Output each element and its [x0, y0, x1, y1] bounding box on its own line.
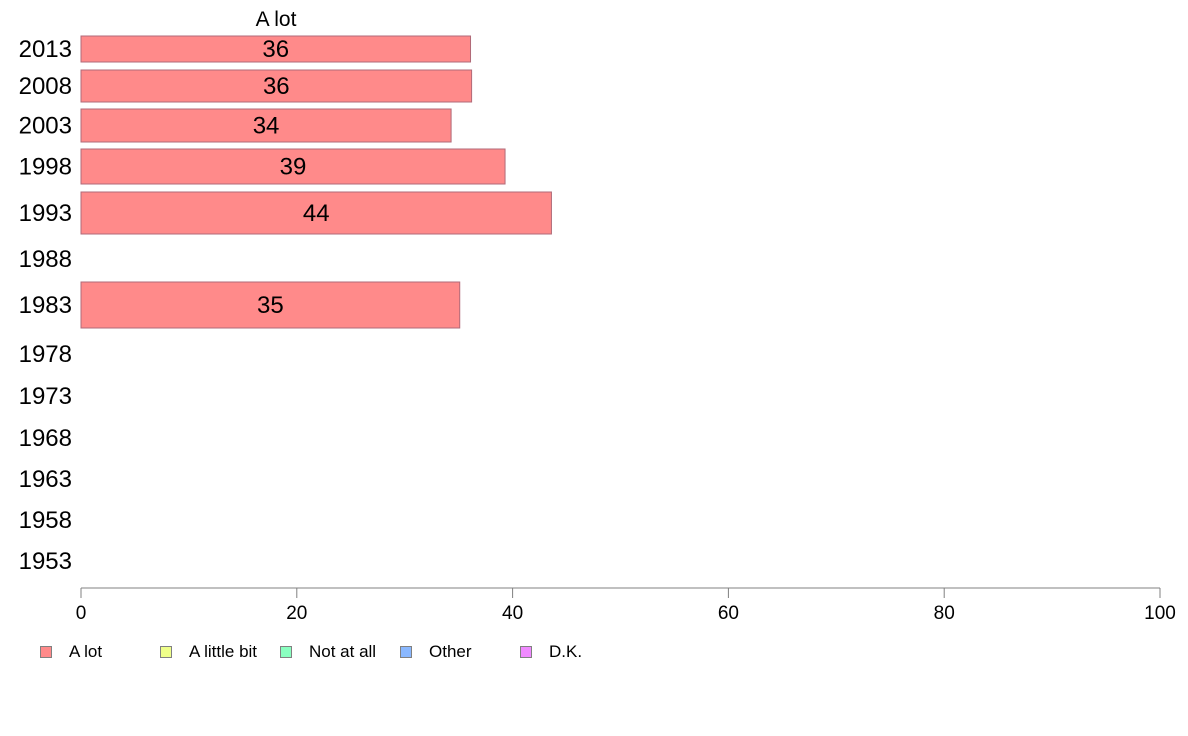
legend-label: Other: [429, 642, 472, 661]
x-tick-label: 20: [286, 603, 307, 624]
legend-swatch: [520, 646, 532, 658]
bar: [80, 148, 506, 185]
x-tick-label: 40: [502, 603, 523, 624]
legend-label: Not at all: [309, 642, 377, 661]
y-tick-label: 1998: [19, 154, 72, 181]
legend-item: D.K.: [520, 642, 582, 662]
legend-label: A little bit: [189, 642, 258, 661]
bar-value-label: 35: [257, 292, 284, 319]
y-tick-label: 1988: [19, 246, 72, 273]
legend-swatch: [400, 646, 412, 658]
bar: [80, 281, 461, 329]
y-tick-label: 1958: [19, 507, 72, 534]
legend-item: Not at all: [280, 642, 376, 662]
x-axis: 0 20 40 60 80 100: [76, 587, 1176, 624]
y-tick-label: 1993: [19, 200, 72, 227]
legend-item: Other: [400, 642, 472, 662]
y-tick-label: 1978: [19, 341, 72, 368]
legend-swatch: [280, 646, 292, 658]
bar-value-label: 36: [263, 73, 290, 100]
y-tick-label: 2003: [19, 113, 72, 140]
bar: [80, 69, 473, 103]
bar-value-label: 39: [280, 154, 307, 181]
x-tick-label: 80: [934, 603, 955, 624]
bar-value-label: 44: [303, 200, 330, 227]
x-tick-label: 0: [76, 603, 87, 624]
y-tick-label: 2008: [19, 73, 72, 100]
bar: [80, 191, 552, 235]
bar: [80, 35, 472, 63]
bar-chart: A lot 2013 36 2008 36 2003 34 1998 39 1993 44 1988…: [19, 8, 1176, 624]
x-tick-label: 60: [718, 603, 739, 624]
legend-item: A lot: [40, 642, 102, 662]
bar-rows: 2013 36 2008 36 2003 34 1998 39 1993 44 1988 1983 35…: [19, 35, 552, 575]
y-tick-label: 2013: [19, 36, 72, 63]
x-tick-label: 100: [1144, 603, 1176, 624]
y-tick-label: 1973: [19, 383, 72, 410]
legend-item: A little bit: [160, 642, 257, 662]
y-tick-label: 1963: [19, 466, 72, 493]
y-tick-label: 1953: [19, 548, 72, 575]
legend-label: A lot: [69, 642, 103, 661]
y-tick-label: 1983: [19, 292, 72, 319]
y-tick-label: 1968: [19, 425, 72, 452]
chart-title: A lot: [256, 8, 297, 31]
bar-value-label: 34: [253, 113, 280, 140]
bar: [80, 108, 452, 143]
legend-swatch: [40, 646, 52, 658]
legend-swatch: [160, 646, 172, 658]
bar-value-label: 36: [262, 36, 289, 63]
legend-label: D.K.: [549, 642, 583, 661]
